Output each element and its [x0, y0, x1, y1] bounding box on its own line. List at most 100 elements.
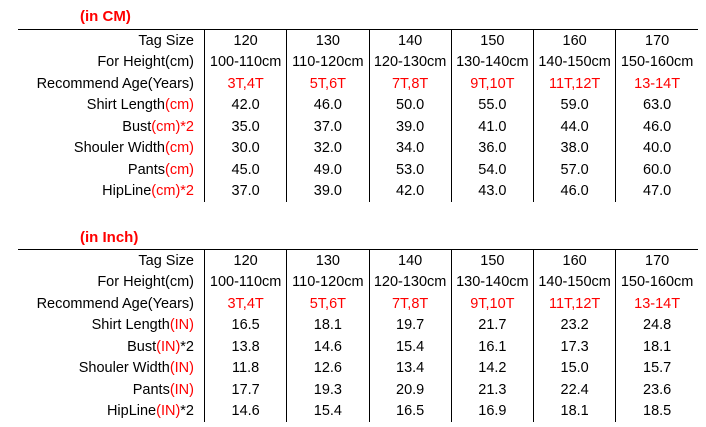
table-row: Shouler Width(cm) 30.0 32.0 34.0 36.0 38.0 40.…: [18, 137, 698, 159]
table-cell: 3T,4T: [203, 73, 287, 95]
table-cell: 120-130cm: [368, 271, 452, 293]
table-cell: 9T,10T: [450, 293, 534, 315]
table-cell: 59.0: [532, 94, 616, 116]
table-cell: 130-140cm: [450, 271, 534, 293]
table-cell: 23.6: [615, 379, 698, 401]
row-label-part: Recommend Age(Years): [36, 75, 194, 92]
table-cell: 17.3: [532, 336, 616, 358]
table-cell: 130-140cm: [450, 51, 534, 73]
table-cell: 32.0: [286, 137, 369, 159]
table-cell: 46.0: [532, 180, 616, 202]
row-label: For Height(cm): [18, 272, 205, 294]
table-cell: 16.5: [203, 314, 287, 336]
table-row: Shirt Length(IN) 16.5 18.1 19.7 21.7 23.2 24.8: [18, 314, 698, 337]
table-cell: 42.0: [368, 180, 452, 202]
table-cell: 160: [532, 29, 616, 52]
table-cell: 5T,6T: [286, 73, 369, 95]
table-cell: 7T,8T: [368, 73, 452, 95]
row-label-part: Shirt Length: [86, 97, 165, 114]
table-cell: 130: [286, 249, 369, 272]
row-label-part: Tag Size: [138, 252, 194, 269]
table-cell: 30.0: [203, 137, 287, 159]
table-cell: 19.7: [368, 314, 452, 336]
row-label-part: (IN): [169, 360, 194, 377]
table-row: For Height(cm) 100-110cm 110-120cm 120-130c…: [18, 51, 698, 74]
row-label-part: (cm): [165, 97, 194, 114]
table-cell: 140: [368, 29, 452, 52]
row-label-part: *2: [180, 338, 194, 355]
table-cell: 16.1: [450, 336, 534, 358]
row-label: Recommend Age(Years): [18, 73, 205, 95]
table-row: HipLine(cm)*2 37.0 39.0 42.0 43.0 46.0 47.0: [18, 180, 698, 202]
table-cell: 110-120cm: [286, 51, 369, 73]
table-row: Bust(cm)*2 35.0 37.0 39.0 41.0 44.0 46.0: [18, 116, 698, 138]
table-cell: 100-110cm: [203, 271, 287, 293]
table-cell: 11.8: [203, 357, 287, 379]
table-row: Tag Size 120 130 140 150 160 170: [18, 29, 698, 52]
table-cell: 12.6: [286, 357, 369, 379]
table-row: Shirt Length(cm) 42.0 46.0 50.0 55.0 59.0 63.0: [18, 94, 698, 116]
table-cell: 20.9: [368, 379, 452, 401]
table-cell: 34.0: [368, 137, 452, 159]
table-cell: 55.0: [450, 94, 534, 116]
row-label-part: HipLine: [106, 403, 157, 420]
table-cell: 60.0: [615, 159, 698, 181]
table-row: HipLine(IN)*2 14.6 15.4 16.5 16.9 18.1 18.5: [18, 400, 698, 422]
row-label: Shouler Width(IN): [18, 358, 205, 380]
row-label-part: Pants: [127, 161, 165, 178]
table-cell: 47.0: [615, 180, 698, 202]
row-label-part: (cm): [165, 140, 194, 157]
table-cell: 150-160cm: [615, 51, 698, 73]
table-cell: 150-160cm: [615, 271, 698, 293]
table-row: Recommend Age(Years) 3T,4T 5T,6T 7T,8T 9T,10…: [18, 293, 698, 315]
row-label-part: Shouler Width: [78, 360, 170, 377]
row-label: Pants(IN): [18, 379, 205, 401]
table-cell: 44.0: [532, 116, 616, 138]
table-cell: 170: [615, 29, 698, 52]
table-row: For Height(cm) 100-110cm 110-120cm 120-130c…: [18, 271, 698, 294]
row-label-part: For Height(cm): [97, 54, 194, 71]
table-cell: 13.4: [368, 357, 452, 379]
row-label: Pants(cm): [18, 159, 205, 181]
row-label: For Height(cm): [18, 52, 205, 74]
table-cell: 120: [203, 29, 287, 52]
table-cell: 18.1: [615, 336, 698, 358]
table-cell: 14.6: [286, 336, 369, 358]
table-cell: 57.0: [532, 159, 616, 181]
row-label-part: (cm)*2: [151, 183, 194, 200]
table-cell: 21.3: [450, 379, 534, 401]
table-cell: 35.0: [203, 116, 287, 138]
table-cell: 46.0: [286, 94, 369, 116]
row-label: Shirt Length(IN): [18, 315, 205, 337]
table-cell: 17.7: [203, 379, 287, 401]
table-cell: 15.7: [615, 357, 698, 379]
table-cell: 130: [286, 29, 369, 52]
table-cell: 46.0: [615, 116, 698, 138]
table-cell: 120: [203, 249, 287, 272]
row-label-part: Shirt Length: [91, 317, 170, 334]
row-label-part: Bust: [122, 118, 152, 135]
table-cell: 9T,10T: [450, 73, 534, 95]
table-cell: 11T,12T: [532, 73, 616, 95]
table-cell: 38.0: [532, 137, 616, 159]
row-label-part: Recommend Age(Years): [36, 295, 194, 312]
table-row: Bust(IN)*2 13.8 14.6 15.4 16.1 17.3 18.1: [18, 336, 698, 358]
row-label-part: (cm): [165, 161, 194, 178]
table-cell: 5T,6T: [286, 293, 369, 315]
row-label: Tag Size: [18, 249, 205, 272]
table-cell: 140: [368, 249, 452, 272]
row-label-part: *2: [180, 403, 194, 420]
table-cell: 13-14T: [615, 293, 698, 315]
table-cell: 43.0: [450, 180, 534, 202]
row-label-part: Shouler Width: [73, 140, 165, 157]
table-cell: 120-130cm: [368, 51, 452, 73]
table-cell: 40.0: [615, 137, 698, 159]
size-table-inch: Tag Size 120 130 140 150 160 170 For Height(cm)…: [18, 249, 698, 422]
row-label-part: HipLine: [102, 183, 152, 200]
table-cell: 63.0: [615, 94, 698, 116]
table-cell: 13-14T: [615, 73, 698, 95]
row-label-part: (IN): [156, 403, 181, 420]
table-cell: 19.3: [286, 379, 369, 401]
table-cell: 24.8: [615, 314, 698, 336]
table-cell: 23.2: [532, 314, 616, 336]
